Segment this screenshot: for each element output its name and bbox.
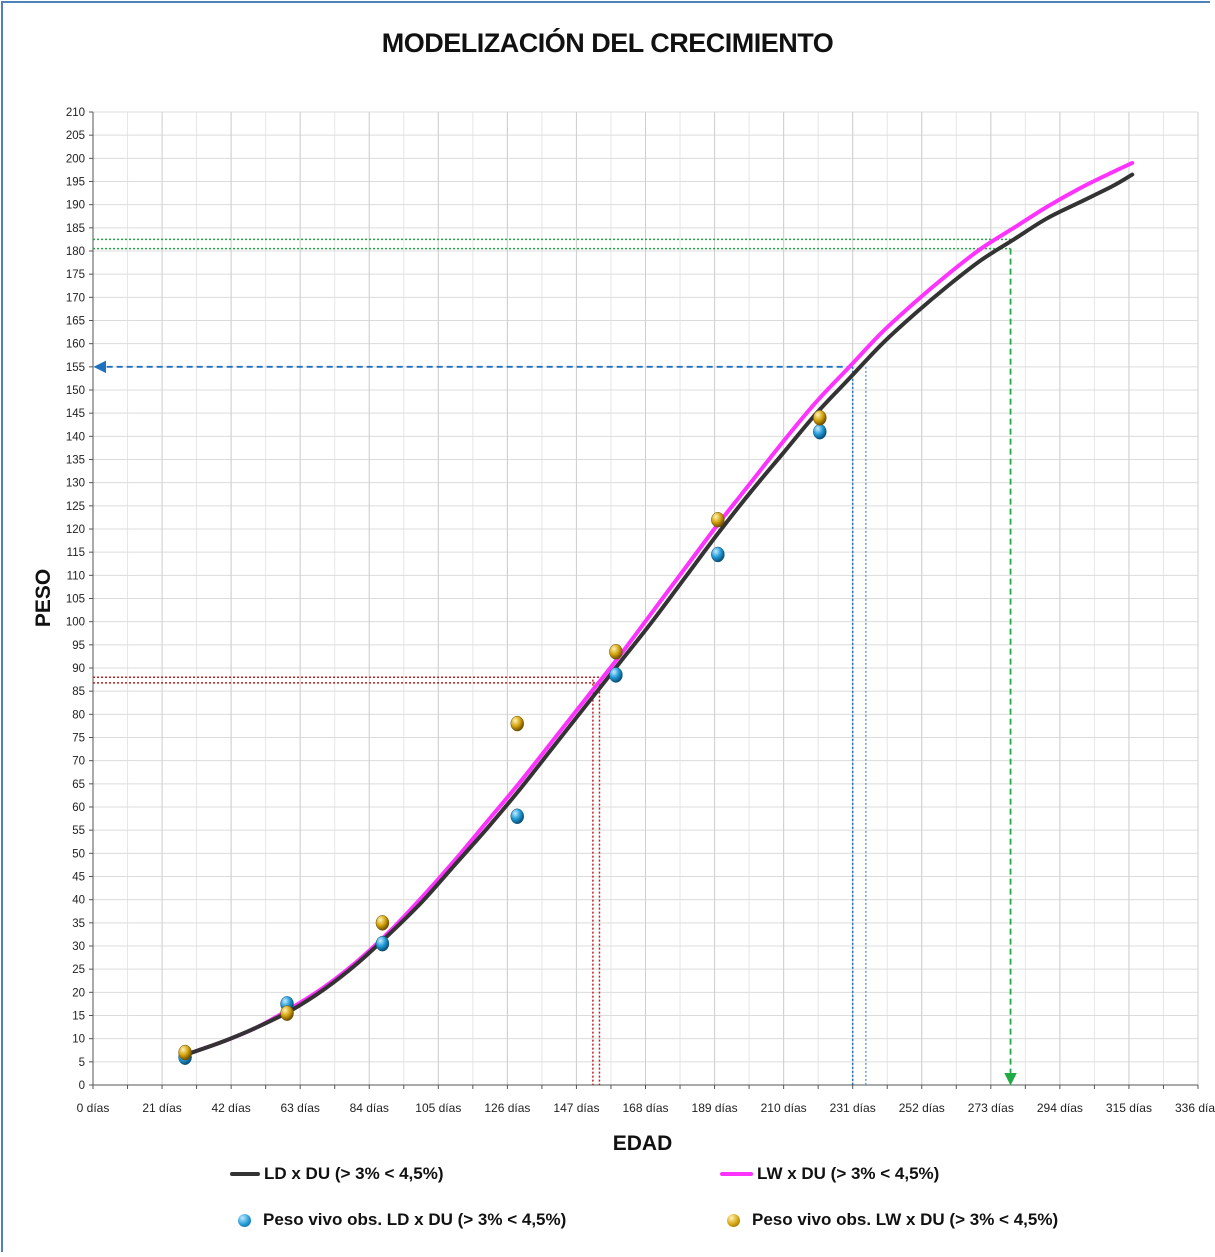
y-tick-label: 140 xyxy=(66,431,85,443)
scatter-point-lw-obs xyxy=(510,715,524,732)
y-tick-label: 55 xyxy=(72,825,85,837)
y-tick-label: 45 xyxy=(72,872,85,884)
y-tick-label: 40 xyxy=(72,895,85,907)
y-tick-label: 200 xyxy=(66,153,85,165)
x-tick-label: 42 días xyxy=(211,1101,250,1115)
legend-marker-gold xyxy=(727,1213,740,1227)
x-tick-label: 21 días xyxy=(142,1101,181,1115)
y-tick-label: 185 xyxy=(66,223,85,235)
y-tick-label: 180 xyxy=(66,246,85,258)
y-tick-label: 10 xyxy=(72,1034,85,1046)
y-tick-label: 210 xyxy=(66,107,85,119)
y-tick-label: 120 xyxy=(66,524,85,536)
y-tick-label: 150 xyxy=(66,385,85,397)
legend-line-swatch-magenta xyxy=(720,1172,753,1176)
x-tick-label: 294 días xyxy=(1037,1101,1083,1115)
legend-label-lw-obs: Peso vivo obs. LW x DU (> 3% < 4,5%) xyxy=(752,1210,1059,1229)
y-tick-label: 135 xyxy=(66,455,85,467)
y-tick-label: 115 xyxy=(67,547,85,559)
scatter-point-ld-obs xyxy=(375,935,390,952)
x-tick-label: 336 días xyxy=(1175,1101,1215,1115)
y-tick-label: 145 xyxy=(66,408,85,420)
legend-line-swatch-dark xyxy=(230,1172,260,1176)
y-tick-label: 95 xyxy=(72,640,85,652)
y-tick-label: 85 xyxy=(72,686,85,698)
legend-marker-blue xyxy=(238,1213,251,1227)
y-tick-label: 205 xyxy=(66,130,85,142)
x-tick-label: 147 días xyxy=(553,1101,599,1115)
scatter-point-lw-obs xyxy=(280,1005,294,1021)
scatter-point-ld-obs xyxy=(609,667,623,683)
y-tick-label: 165 xyxy=(66,316,85,328)
scatter-point-lw-obs xyxy=(711,511,725,528)
y-tick-label: 70 xyxy=(72,756,85,768)
chart-title: MODELIZACIÓN DEL CRECIMIENTO xyxy=(381,28,834,58)
y-tick-label: 155 xyxy=(66,362,85,374)
y-tick-label: 65 xyxy=(72,779,85,791)
y-tick-label: 35 xyxy=(72,918,85,930)
legend-label-ld-obs: Peso vivo obs. LD x DU (> 3% < 4,5%) xyxy=(263,1210,567,1229)
y-tick-label: 90 xyxy=(72,663,85,675)
y-tick-label: 60 xyxy=(72,802,85,814)
x-tick-label: 0 días xyxy=(77,1101,110,1115)
grid-major xyxy=(92,112,1199,1085)
series-line-ld-du xyxy=(183,172,1135,1057)
x-tick-label: 315 días xyxy=(1106,1101,1152,1115)
scatter-point-ld-obs xyxy=(510,808,524,825)
x-tick-label: 231 días xyxy=(830,1101,876,1115)
x-tick-label: 105 días xyxy=(415,1101,461,1115)
y-tick-label: 15 xyxy=(72,1011,85,1023)
x-tick-label: 210 días xyxy=(761,1101,807,1115)
y-tick-label: 175 xyxy=(66,269,85,281)
y-tick-label: 130 xyxy=(66,478,85,490)
y-tick-label: 80 xyxy=(72,709,85,721)
x-tick-label: 84 días xyxy=(350,1101,389,1115)
y-tick-label: 110 xyxy=(67,570,85,582)
scatter-point-lw-obs xyxy=(609,644,623,660)
y-axis-title: PESO xyxy=(32,569,55,627)
x-tick-label: 273 días xyxy=(968,1101,1014,1115)
y-tick-label: 105 xyxy=(66,594,85,606)
legend-item-ld-obs: Peso vivo obs. LD x DU (> 3% < 4,5%) xyxy=(238,1210,566,1230)
x-tick-label: 168 días xyxy=(622,1101,668,1115)
reference-guides xyxy=(93,238,1017,1086)
y-tick-label: 125 xyxy=(66,501,85,513)
scatter-point-ld-obs xyxy=(711,546,725,563)
y-tick-label: 75 xyxy=(72,733,85,745)
scatter-point-lw-obs xyxy=(813,410,827,426)
series-line-lw-du xyxy=(183,160,1135,1057)
y-tick-label: 20 xyxy=(72,987,85,999)
y-tick-label: 0 xyxy=(79,1080,85,1092)
scatter-group-lw-obs xyxy=(178,410,827,1061)
y-tick-label: 5 xyxy=(79,1057,85,1069)
y-tick-label: 30 xyxy=(72,941,85,953)
y-tick-label: 170 xyxy=(66,292,85,304)
scatter-point-ld-obs xyxy=(813,423,827,440)
y-tick-label: 50 xyxy=(72,848,85,860)
legend-item-lw-line: LW x DU (> 3% < 4,5%) xyxy=(720,1164,939,1184)
y-tick-label: 100 xyxy=(66,617,85,629)
legend-item-lw-obs: Peso vivo obs. LW x DU (> 3% < 4,5%) xyxy=(727,1210,1058,1230)
x-tick-label: 63 días xyxy=(281,1101,320,1115)
y-tick-label: 190 xyxy=(66,200,85,212)
legend-label-ld-line: LD x DU (> 3% < 4,5%) xyxy=(264,1164,444,1183)
y-tick-label: 195 xyxy=(66,177,85,189)
x-tick-label: 126 días xyxy=(484,1101,530,1115)
x-axis-title: EDAD xyxy=(613,1132,673,1155)
scatter-point-lw-obs xyxy=(178,1044,192,1061)
legend-item-ld-line: LD x DU (> 3% < 4,5%) xyxy=(230,1164,444,1184)
scatter-point-lw-obs xyxy=(375,915,390,931)
x-tick-label: 189 días xyxy=(692,1101,738,1115)
y-tick-labels: 0 5 10 15 20 25 30 35 40 45 50 55 60 65 70 75 80 85 90 95 10… xyxy=(66,107,93,1092)
legend-label-lw-line: LW x DU (> 3% < 4,5%) xyxy=(757,1164,940,1183)
y-tick-label: 160 xyxy=(66,339,85,351)
y-tick-label: 25 xyxy=(72,964,85,976)
x-tick-label: 252 días xyxy=(899,1101,945,1115)
x-tick-labels: 0 días 21 días 42 días 63 días 84 días 105 dí… xyxy=(77,1085,1215,1115)
